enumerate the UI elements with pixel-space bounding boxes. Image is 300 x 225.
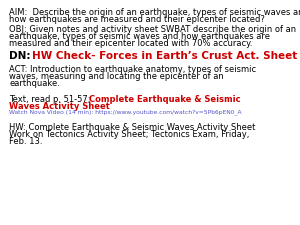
Text: Text, read p. 51-57;: Text, read p. 51-57; — [9, 95, 93, 104]
Text: earthquake, types of seismic waves and how earthquakes are: earthquake, types of seismic waves and h… — [9, 32, 270, 41]
Text: Work on Tectonics Activity Sheet; Tectonics Exam, Friday,: Work on Tectonics Activity Sheet; Tecton… — [9, 130, 249, 139]
Text: earthquake.: earthquake. — [9, 79, 60, 88]
Text: HW: Complete Earthquake & Seismic Waves Activity Sheet: HW: Complete Earthquake & Seismic Waves … — [9, 123, 255, 132]
Text: DN:: DN: — [9, 51, 34, 61]
Text: HW Check- Forces in Earth’s Crust Act. Sheet: HW Check- Forces in Earth’s Crust Act. S… — [32, 51, 297, 61]
Text: waves, measuring and locating the epicenter of an: waves, measuring and locating the epicen… — [9, 72, 224, 81]
Text: Watch Nova Video (14 min): https://www.youtube.com/watch?v=5Pb6pEN0_A: Watch Nova Video (14 min): https://www.y… — [9, 109, 242, 115]
Text: ACT: Introduction to earthquake anatomy, types of seismic: ACT: Introduction to earthquake anatomy,… — [9, 65, 256, 74]
Text: Waves Activity Sheet: Waves Activity Sheet — [9, 102, 110, 111]
Text: OBJ: Given notes and activity sheet SWBAT describe the origin of an: OBJ: Given notes and activity sheet SWBA… — [9, 25, 296, 34]
Text: Feb. 13.: Feb. 13. — [9, 137, 43, 146]
Text: how earthquakes are measured and their epicenter located?: how earthquakes are measured and their e… — [9, 15, 265, 24]
Text: measured and their epicenter located with 70% accuracy.: measured and their epicenter located wit… — [9, 39, 253, 48]
Text: AIM:  Describe the origin of an earthquake, types of seismic waves and: AIM: Describe the origin of an earthquak… — [9, 8, 300, 17]
Text: Complete Earthquake & Seismic: Complete Earthquake & Seismic — [88, 95, 240, 104]
